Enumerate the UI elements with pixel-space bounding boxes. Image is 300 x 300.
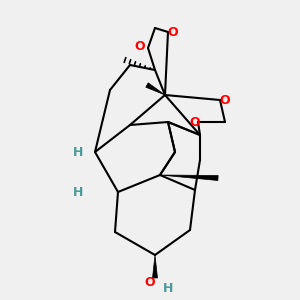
- Polygon shape: [146, 83, 165, 95]
- Text: O: O: [220, 94, 230, 106]
- Text: O: O: [168, 26, 178, 38]
- Text: O: O: [190, 116, 200, 128]
- Polygon shape: [160, 175, 218, 181]
- Text: H: H: [73, 146, 83, 158]
- Text: H: H: [73, 185, 83, 199]
- Text: H: H: [163, 281, 173, 295]
- Text: O: O: [135, 40, 145, 52]
- Polygon shape: [152, 255, 158, 278]
- Text: O: O: [145, 275, 155, 289]
